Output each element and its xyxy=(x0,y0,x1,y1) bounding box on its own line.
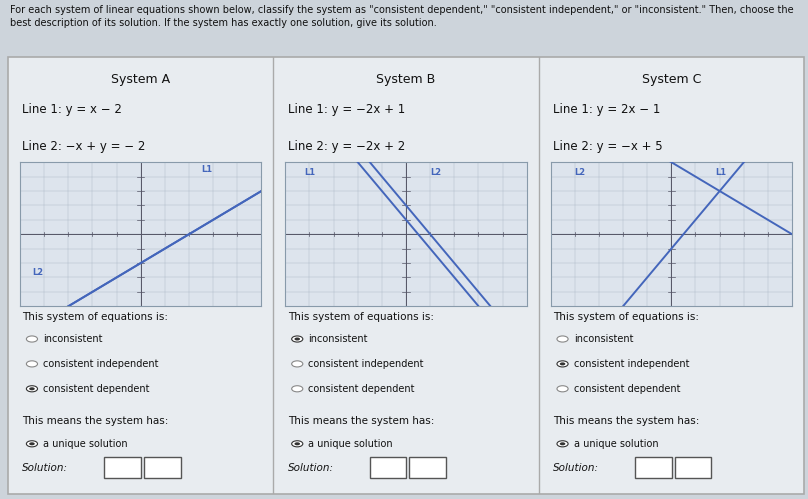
Circle shape xyxy=(557,386,568,392)
Text: inconsistent: inconsistent xyxy=(309,334,368,344)
Text: This means the system has:: This means the system has: xyxy=(23,416,169,426)
Text: System A: System A xyxy=(112,73,170,86)
Text: This means the system has:: This means the system has: xyxy=(553,416,700,426)
Text: This system of equations is:: This system of equations is: xyxy=(23,311,168,321)
Text: This means the system has:: This means the system has: xyxy=(288,416,434,426)
Text: inconsistent: inconsistent xyxy=(43,334,103,344)
Text: a unique solution: a unique solution xyxy=(43,439,128,449)
FancyBboxPatch shape xyxy=(104,457,141,478)
FancyBboxPatch shape xyxy=(370,457,406,478)
Circle shape xyxy=(27,386,37,392)
Text: Line 2: y = −x + 5: Line 2: y = −x + 5 xyxy=(553,140,663,153)
Circle shape xyxy=(292,386,303,392)
Circle shape xyxy=(29,442,35,445)
Circle shape xyxy=(27,336,37,342)
Circle shape xyxy=(29,387,35,390)
Text: System C: System C xyxy=(642,73,701,86)
Text: For each system of linear equations shown below, classify the system as "consist: For each system of linear equations show… xyxy=(11,5,794,28)
Text: Line 2: −x + y = − 2: Line 2: −x + y = − 2 xyxy=(23,140,145,153)
Text: L2: L2 xyxy=(32,268,43,277)
FancyBboxPatch shape xyxy=(8,57,804,494)
Text: L1: L1 xyxy=(201,165,213,174)
FancyBboxPatch shape xyxy=(410,457,446,478)
Text: consistent dependent: consistent dependent xyxy=(43,384,149,394)
FancyBboxPatch shape xyxy=(144,457,181,478)
Circle shape xyxy=(292,441,303,447)
Text: consistent dependent: consistent dependent xyxy=(309,384,415,394)
Text: consistent independent: consistent independent xyxy=(309,359,424,369)
Text: Solution:: Solution: xyxy=(23,463,69,473)
FancyBboxPatch shape xyxy=(675,457,711,478)
Text: a unique solution: a unique solution xyxy=(309,439,393,449)
Text: L2: L2 xyxy=(574,168,586,177)
Text: Solution:: Solution: xyxy=(553,463,599,473)
Text: L2: L2 xyxy=(430,168,441,177)
FancyBboxPatch shape xyxy=(635,457,671,478)
Circle shape xyxy=(292,336,303,342)
Circle shape xyxy=(560,442,566,445)
Circle shape xyxy=(294,337,300,340)
Text: inconsistent: inconsistent xyxy=(574,334,633,344)
Text: This system of equations is:: This system of equations is: xyxy=(553,311,699,321)
Circle shape xyxy=(294,442,300,445)
Text: a unique solution: a unique solution xyxy=(574,439,659,449)
Text: consistent independent: consistent independent xyxy=(574,359,689,369)
Circle shape xyxy=(557,361,568,367)
Circle shape xyxy=(27,441,37,447)
Text: This system of equations is:: This system of equations is: xyxy=(288,311,434,321)
Text: Solution:: Solution: xyxy=(288,463,334,473)
Text: L1: L1 xyxy=(715,168,726,177)
Text: System B: System B xyxy=(377,73,436,86)
Circle shape xyxy=(557,441,568,447)
Circle shape xyxy=(557,336,568,342)
Text: consistent dependent: consistent dependent xyxy=(574,384,680,394)
Circle shape xyxy=(560,362,566,365)
Text: Line 2: y = −2x + 2: Line 2: y = −2x + 2 xyxy=(288,140,405,153)
Text: L1: L1 xyxy=(305,168,316,177)
Circle shape xyxy=(27,361,37,367)
Text: Line 1: y = 2x − 1: Line 1: y = 2x − 1 xyxy=(553,103,660,116)
Circle shape xyxy=(292,361,303,367)
Text: consistent independent: consistent independent xyxy=(43,359,158,369)
Text: Line 1: y = −2x + 1: Line 1: y = −2x + 1 xyxy=(288,103,405,116)
Text: Line 1: y = x − 2: Line 1: y = x − 2 xyxy=(23,103,122,116)
